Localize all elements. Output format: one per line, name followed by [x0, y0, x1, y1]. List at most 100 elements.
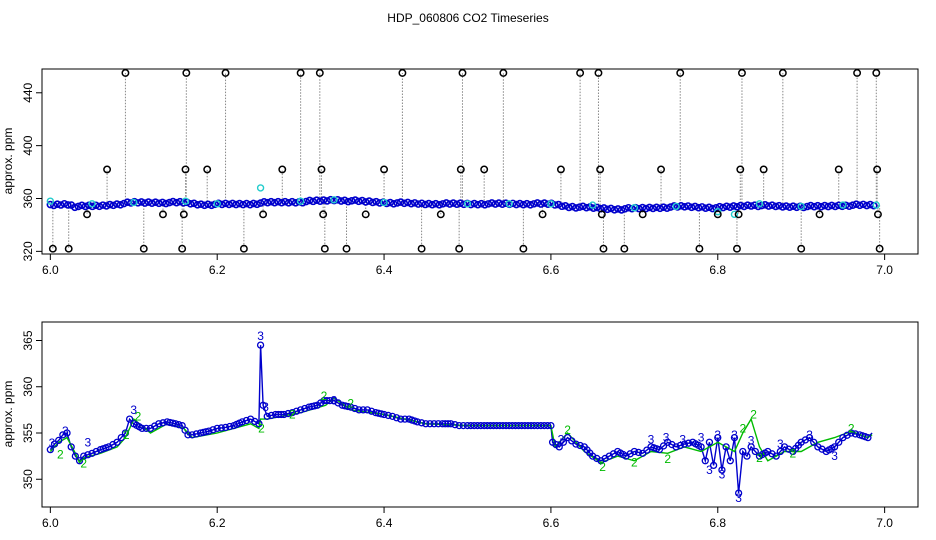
outlier-point: [556, 165, 565, 174]
trace-point: [642, 204, 650, 213]
trace-point: [401, 415, 409, 423]
trace-point: [277, 198, 286, 207]
trace-point: [137, 198, 146, 206]
series-glyph: 3: [257, 329, 264, 343]
trace-point: [445, 200, 454, 208]
highlight-point: [213, 200, 221, 208]
trace-point: [467, 421, 475, 430]
top-y-tick-label: 440: [21, 82, 35, 102]
trace-point: [263, 198, 272, 207]
trace-point: [655, 445, 664, 454]
trace-point: [530, 200, 538, 208]
highlight-point: [797, 202, 805, 211]
trace-point: [359, 406, 367, 414]
series-line: [49, 396, 873, 464]
trace-point: [634, 448, 643, 457]
trace-point: [179, 199, 188, 207]
trace-point: [155, 420, 163, 428]
trace-point: [193, 201, 202, 209]
trace-point: [709, 461, 718, 470]
trace-point: [484, 200, 493, 208]
outlier-point: [874, 210, 882, 219]
trace-point: [309, 197, 317, 206]
trace-point: [764, 202, 773, 210]
trace-point: [117, 433, 125, 442]
trace-point: [533, 199, 542, 207]
highlight-point: [296, 197, 305, 205]
trace-point: [414, 200, 423, 208]
trace-point: [747, 443, 755, 451]
trace-point: [676, 441, 684, 450]
trace-point: [568, 202, 577, 211]
trace-point: [148, 199, 156, 207]
trace-point: [274, 197, 282, 206]
trace-point: [659, 442, 668, 450]
highlight-point: [380, 198, 388, 207]
trace-point: [428, 200, 437, 209]
bottom-y-tick-label: 355: [21, 423, 35, 443]
trace-point: [197, 200, 205, 208]
trace-point: [835, 438, 843, 446]
trace-point: [502, 199, 510, 208]
trace-point: [92, 201, 100, 210]
trace-point: [776, 447, 784, 456]
trace-point: [841, 201, 850, 210]
trace-point: [162, 199, 170, 208]
trace-point: [116, 201, 125, 209]
trace-point: [775, 201, 783, 210]
trace-point: [106, 200, 114, 209]
series-glyph: 3: [731, 428, 738, 442]
trace-point: [88, 449, 96, 458]
trace-point: [316, 197, 324, 205]
trace-point: [46, 445, 54, 454]
trace-point: [388, 412, 397, 421]
trace-point: [184, 431, 192, 439]
trace-point: [347, 197, 356, 205]
trace-point: [617, 206, 626, 214]
trace-point: [551, 201, 559, 209]
trace-point: [310, 402, 319, 410]
trace-point: [59, 431, 67, 439]
trace-point: [575, 203, 584, 211]
trace-point: [95, 202, 104, 211]
outlier-point: [620, 244, 629, 253]
trace-point: [281, 197, 289, 206]
trace-point: [463, 421, 472, 430]
trace-point: [260, 198, 268, 206]
trace-point: [455, 421, 463, 430]
trace-point: [645, 203, 654, 212]
trace-point: [375, 199, 384, 207]
trace-point: [607, 204, 615, 213]
trace-point: [217, 424, 226, 432]
trace-point: [102, 202, 111, 210]
outlier-point: [64, 244, 73, 253]
outlier-point: [317, 165, 326, 174]
axes-top: 6.0 6.2 6.4 6.6 6.8 7.0 320 360 400 440: [21, 82, 893, 277]
trace-point: [862, 201, 871, 210]
trace-point: [772, 452, 780, 460]
trace-point: [630, 447, 638, 456]
trace-point: [326, 396, 334, 405]
outlier-point: [361, 210, 370, 219]
trace-point: [246, 200, 254, 209]
trace-point: [477, 199, 486, 208]
top-y-tick-label: 400: [21, 135, 35, 155]
trace-point: [572, 204, 580, 212]
highlight-point: [88, 200, 96, 208]
top-x-tick-label: 6.4: [376, 263, 393, 277]
trace-point: [253, 200, 261, 209]
trace-point: [333, 195, 342, 204]
trace-point: [60, 199, 69, 208]
trace-point: [344, 197, 352, 206]
outlier-point: [278, 165, 287, 174]
trace-point: [417, 419, 426, 427]
outlier-point: [599, 244, 608, 253]
trace-point: [351, 404, 359, 413]
trace-point: [555, 443, 563, 451]
series-glyph: 2: [80, 457, 87, 471]
series-glyph: 3: [777, 437, 784, 451]
outlier-point: [48, 244, 57, 253]
trace-point: [677, 202, 685, 210]
trace-point: [621, 205, 629, 213]
outlier-point: [139, 244, 148, 253]
